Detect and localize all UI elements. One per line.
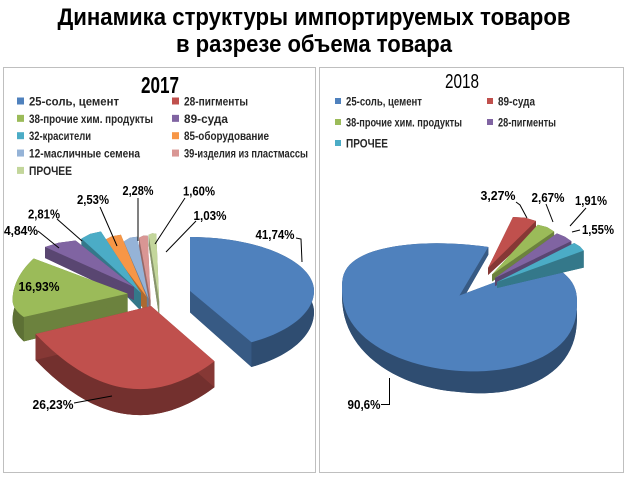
svg-text:1,03%: 1,03%	[194, 209, 227, 223]
svg-text:41,74%: 41,74%	[256, 228, 295, 242]
svg-text:28-пигменты: 28-пигменты	[498, 118, 556, 130]
svg-text:1,91%: 1,91%	[575, 194, 607, 208]
svg-text:16,93%: 16,93%	[19, 280, 60, 294]
svg-text:38-прочие хим. продукты: 38-прочие хим. продукты	[346, 118, 462, 130]
svg-text:в разрезе объема товара: в разрезе объема товара	[176, 31, 453, 58]
svg-text:32-красители: 32-красители	[29, 129, 91, 143]
svg-text:26,23%: 26,23%	[33, 398, 74, 412]
svg-text:90,6%: 90,6%	[348, 397, 381, 412]
svg-text:3,27%: 3,27%	[481, 189, 516, 203]
svg-text:85-оборудование: 85-оборудование	[184, 129, 269, 143]
svg-text:2,67%: 2,67%	[532, 191, 565, 205]
svg-text:25-соль, цемент: 25-соль, цемент	[29, 95, 119, 109]
svg-text:ПРОЧЕЕ: ПРОЧЕЕ	[29, 164, 72, 178]
svg-text:2017: 2017	[141, 72, 179, 98]
svg-text:ПРОЧЕЕ: ПРОЧЕЕ	[346, 139, 388, 151]
svg-text:89-суда: 89-суда	[498, 97, 536, 109]
svg-text:2,28%: 2,28%	[123, 184, 154, 198]
svg-text:2,81%: 2,81%	[28, 208, 60, 222]
svg-text:38-прочие хим. продукты: 38-прочие хим. продукты	[29, 112, 153, 126]
svg-text:4,84%: 4,84%	[4, 224, 38, 238]
svg-text:25-соль, цемент: 25-соль, цемент	[346, 97, 422, 109]
svg-text:2018: 2018	[445, 71, 479, 93]
svg-text:Динамика структуры импортируем: Динамика структуры импортируемых товаров	[58, 4, 571, 31]
svg-text:1,55%: 1,55%	[582, 223, 614, 237]
svg-text:39-изделия из пластмассы: 39-изделия из пластмассы	[184, 147, 308, 161]
svg-text:28-пигменты: 28-пигменты	[184, 95, 248, 109]
svg-text:1,60%: 1,60%	[183, 185, 215, 199]
svg-text:12-масличные семена: 12-масличные семена	[29, 147, 140, 161]
svg-text:2,53%: 2,53%	[77, 193, 109, 207]
svg-text:89-суда: 89-суда	[184, 112, 228, 126]
